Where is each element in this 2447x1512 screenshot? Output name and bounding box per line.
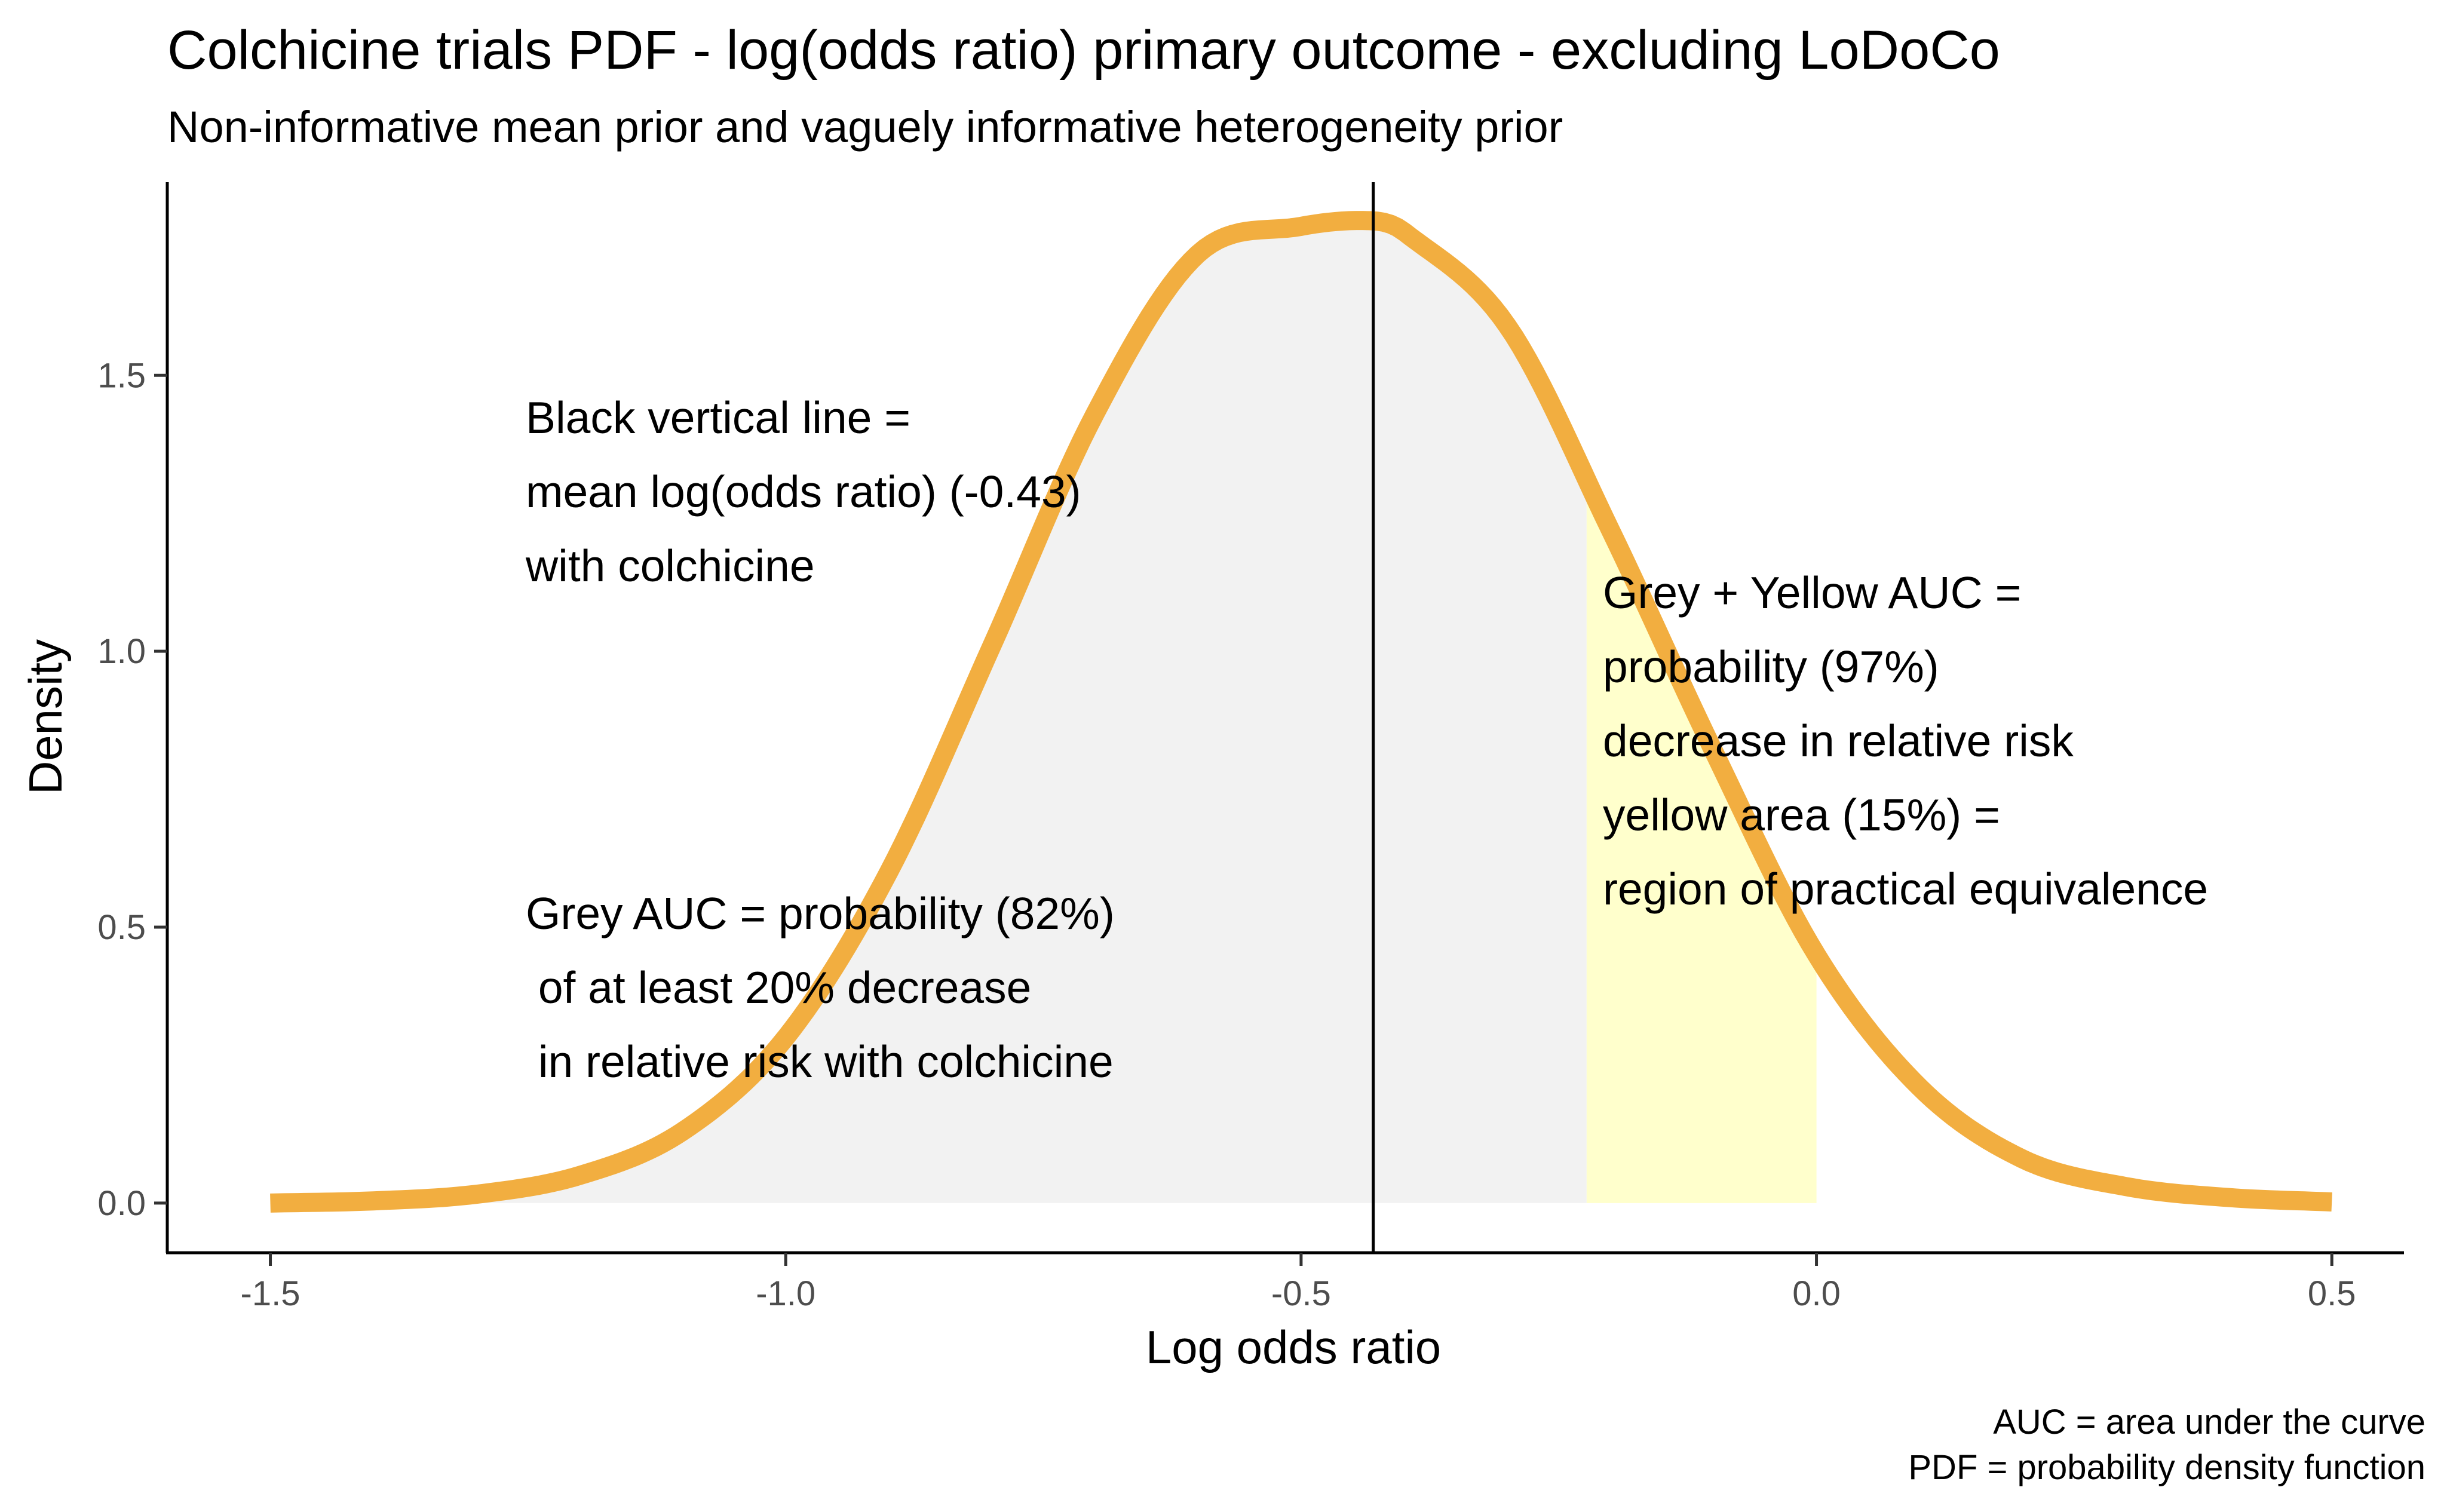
annotation-line: of at least 20% decrease: [526, 962, 1031, 1013]
annotation-line: mean log(odds ratio) (-0.43): [526, 467, 1081, 517]
chart-title: Colchicine trials PDF - log(odds ratio) …: [167, 20, 2000, 81]
x-axis-ticks: -1.5 -1.0 -0.5 0.0 0.5: [241, 1253, 2356, 1313]
y-tick-label: 1.0: [97, 632, 146, 671]
annotation-line: Black vertical line =: [526, 392, 910, 443]
x-tick-label: 0.0: [1792, 1274, 1841, 1313]
density-curve: [268, 211, 2335, 1213]
x-tick-label: -1.5: [241, 1274, 300, 1313]
annotation-line: Grey AUC = probability (82%): [526, 888, 1115, 939]
x-axis-title: Log odds ratio: [1146, 1321, 1441, 1373]
grey-auc-region: [270, 220, 1587, 1203]
x-tick-label: -1.0: [756, 1274, 815, 1313]
y-axis-ticks: 0.0 0.5 1.0 1.5: [97, 356, 167, 1223]
annotation-line: yellow area (15%) =: [1603, 790, 2000, 840]
caption-line: PDF = probability density function: [1908, 1448, 2425, 1487]
caption: AUC = area under the curve PDF = probabil…: [1908, 1403, 2425, 1487]
annotation-line: with colchicine: [525, 541, 815, 591]
annotations: Black vertical line = mean log(odds ratio…: [525, 392, 2208, 1087]
annotation-line: region of practical equivalence: [1603, 864, 2208, 914]
annotation-yellow-auc: Grey + Yellow AUC = probability (97%) decr…: [1603, 568, 2208, 914]
x-tick-label: 0.5: [2308, 1274, 2356, 1313]
y-tick-label: 0.5: [97, 908, 146, 947]
annotation-line: Grey + Yellow AUC =: [1603, 568, 2021, 618]
chart-subtitle: Non-informative mean prior and vaguely i…: [167, 102, 1563, 152]
y-tick-label: 1.5: [97, 356, 146, 395]
shaded-regions: [270, 220, 1817, 1203]
density-curve-layer: [268, 211, 2335, 1213]
y-axis-title: Density: [19, 639, 72, 795]
annotation-mean: Black vertical line = mean log(odds ratio…: [525, 392, 1081, 591]
annotation-line: in relative risk with colchicine: [526, 1036, 1114, 1087]
annotation-line: decrease in relative risk: [1603, 716, 2074, 766]
annotation-line: probability (97%): [1603, 642, 1939, 692]
yellow-auc-region: [1586, 479, 1817, 1203]
y-tick-label: 0.0: [97, 1184, 146, 1223]
x-tick-label: -0.5: [1271, 1274, 1331, 1313]
caption-line: AUC = area under the curve: [1993, 1403, 2425, 1442]
annotation-grey-auc: Grey AUC = probability (82%) of at least…: [526, 888, 1115, 1087]
